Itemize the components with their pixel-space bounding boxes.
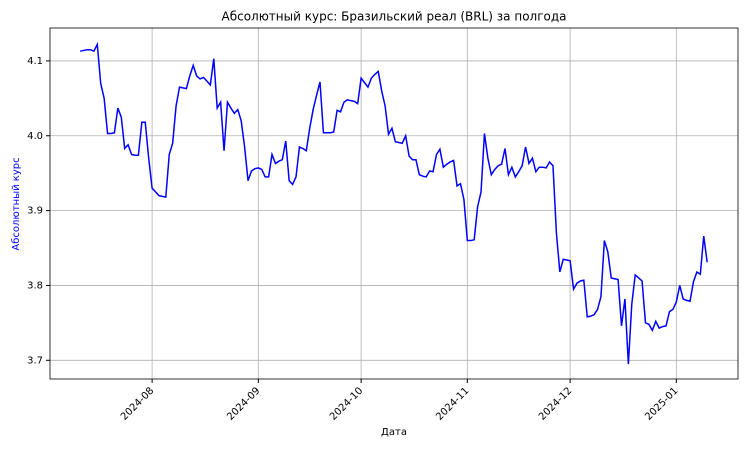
plot-frame [49, 27, 739, 380]
y-tick-label: 3.9 [27, 206, 43, 217]
data-line [79, 41, 708, 365]
chart-title: Абсолютный курс: Бразильский реал (BRL) … [221, 10, 566, 24]
y-tick-label: 4.1 [27, 56, 43, 67]
y-tick-label: 3.8 [27, 280, 43, 291]
y-tick-label: 3.7 [27, 355, 43, 366]
x-tick-label: 2024-12 [537, 385, 574, 422]
y-axis-label: Абсолютный курс [11, 157, 22, 250]
x-tick-label: 2024-10 [328, 385, 365, 422]
x-tick-label: 2024-08 [119, 385, 156, 422]
x-tick-label: 2024-11 [434, 385, 471, 422]
x-axis-label: Дата [381, 427, 407, 438]
y-tick-label: 4.0 [27, 131, 43, 142]
x-tick-label: 2024-09 [225, 385, 262, 422]
x-tick-label: 2025-01 [643, 385, 680, 422]
